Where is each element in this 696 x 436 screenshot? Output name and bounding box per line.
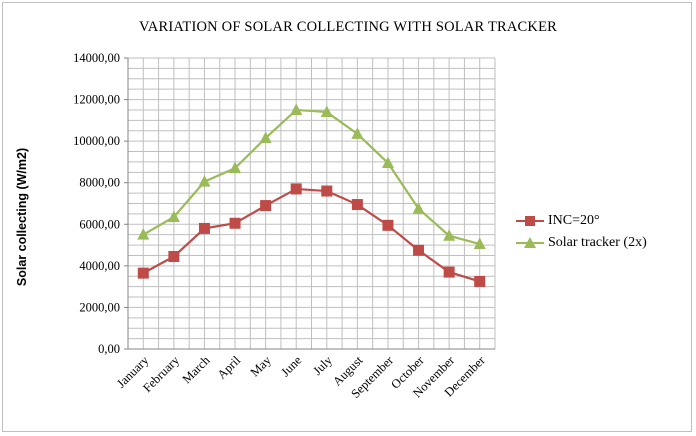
data-point-triangle: [198, 175, 211, 187]
data-point-triangle: [381, 156, 394, 168]
data-point-triangle: [259, 131, 272, 144]
legend-label-inc20: INC=20°: [548, 213, 600, 228]
data-point-triangle: [412, 202, 425, 214]
x-tick-label: May: [248, 353, 275, 380]
data-point-triangle: [443, 229, 456, 241]
data-point-triangle: [290, 103, 303, 115]
data-point-square: [229, 217, 241, 229]
data-point-square: [137, 267, 149, 279]
data-point-square: [168, 251, 180, 263]
data-point-square: [290, 183, 302, 195]
data-point-triangle: [473, 237, 486, 250]
data-point-triangle: [137, 228, 150, 240]
y-tick-label: 0,00: [98, 342, 120, 356]
data-point-triangle: [320, 105, 333, 118]
y-tick-label: 4000,00: [79, 259, 120, 273]
chart-frame: [2, 2, 692, 432]
data-point-square: [443, 266, 455, 278]
y-tick-label: 12000,00: [73, 93, 120, 107]
data-point-square: [382, 219, 394, 231]
legend-marker-square-icon: [516, 216, 544, 226]
data-point-square: [351, 199, 363, 211]
x-tick-label: March: [180, 353, 213, 386]
data-point-square: [321, 185, 333, 197]
data-point-triangle: [229, 161, 242, 174]
data-point-square: [198, 222, 210, 234]
y-tick-label: 10000,00: [73, 134, 120, 148]
data-point-triangle: [351, 127, 364, 139]
legend-label-solar-tracker: Solar tracker (2x): [548, 235, 647, 250]
x-tick-label: April: [215, 353, 244, 382]
y-tick-label: 6000,00: [79, 217, 120, 231]
x-tick-label: July: [310, 353, 335, 378]
data-point-square: [474, 275, 486, 287]
legend-item-solar-tracker: Solar tracker (2x): [516, 232, 647, 254]
data-point-triangle: [167, 210, 180, 223]
y-tick-label: 14000,00: [73, 51, 120, 65]
legend-item-inc20: INC=20°: [516, 210, 647, 232]
chart-title: VARIATION OF SOLAR COLLECTING WITH SOLAR…: [138, 19, 558, 35]
data-point-square: [260, 200, 272, 212]
data-point-square: [413, 244, 425, 256]
legend-marker-triangle-icon: [516, 237, 544, 248]
y-tick-label: 2000,00: [79, 300, 120, 314]
x-tick-label: June: [278, 353, 304, 379]
y-tick-label: 8000,00: [79, 176, 120, 190]
legend: INC=20° Solar tracker (2x): [516, 210, 647, 254]
